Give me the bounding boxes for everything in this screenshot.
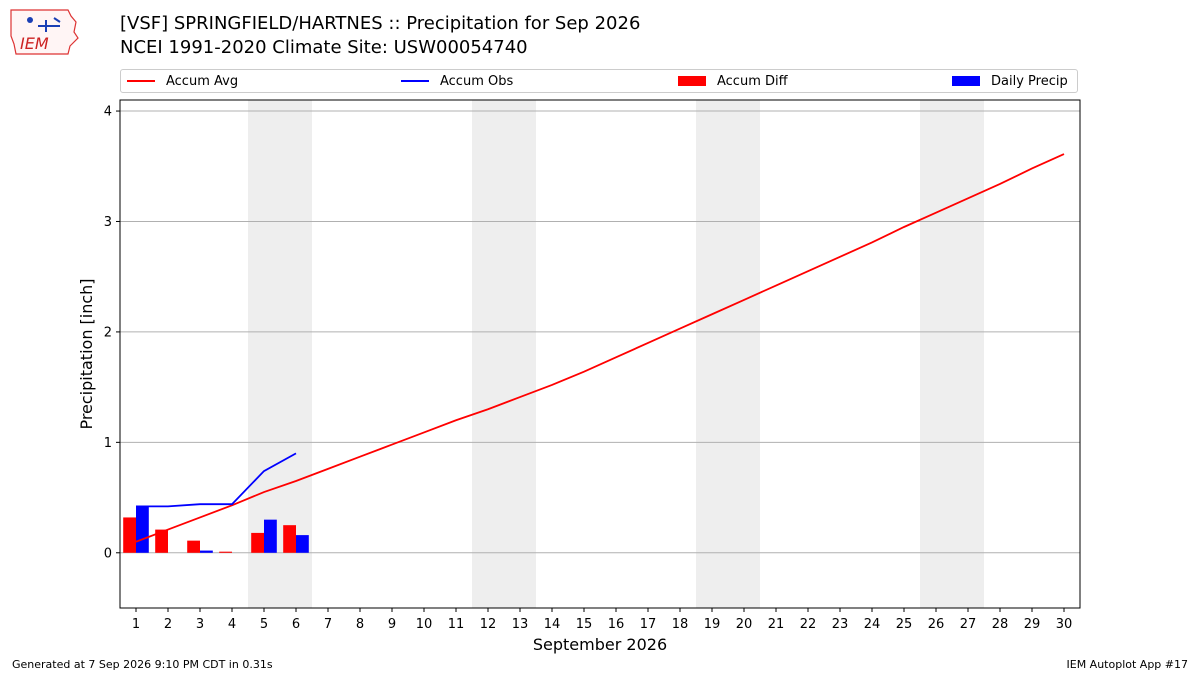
y-tick-label-1: 1 — [104, 436, 112, 451]
weekend-band-4 — [920, 100, 984, 608]
accum-diff-bar-4 — [219, 551, 232, 553]
x-tick-label-13: 13 — [512, 617, 529, 632]
x-tick-label-7: 7 — [324, 617, 332, 632]
x-tick-label-15: 15 — [576, 617, 593, 632]
x-axis-ticks: 1 2 3 4 5 6 7 8 9 10 11 12 13 14 15 16 17 18 19 20 21 22 23 24 2… — [132, 608, 1072, 632]
x-tick-label-10: 10 — [416, 617, 433, 632]
accum-diff-bar-6 — [283, 525, 296, 553]
legend-item-daily-precip: Daily Precip — [952, 70, 1068, 92]
accum-diff-bar-2 — [155, 529, 168, 553]
accum-avg-line — [135, 153, 1065, 543]
x-tick-label-29: 29 — [1024, 617, 1041, 632]
legend: Accum Avg Accum Obs Accum Diff Daily Pre… — [120, 69, 1078, 93]
x-tick-label-26: 26 — [928, 617, 945, 632]
daily-precip-bar-6 — [296, 535, 309, 553]
y-axis-ticks: 0 1 2 3 4 — [104, 105, 120, 561]
x-tick-label-18: 18 — [672, 617, 689, 632]
legend-label-daily-precip: Daily Precip — [991, 73, 1068, 89]
legend-label-accum-avg: Accum Avg — [166, 73, 239, 89]
daily-precip-bar-1 — [136, 506, 149, 553]
x-tick-label-22: 22 — [800, 617, 817, 632]
logo-text: IEM — [20, 34, 49, 53]
y-tick-label-3: 3 — [104, 215, 112, 230]
x-tick-label-1: 1 — [132, 617, 140, 632]
chart-subtitle: NCEI 1991-2020 Climate Site: USW00054740 — [120, 37, 528, 58]
weekend-band-1 — [248, 100, 312, 608]
legend-swatch-accum-obs — [401, 80, 429, 82]
legend-item-accum-diff: Accum Diff — [678, 70, 788, 92]
accum-diff-bar-5 — [251, 532, 264, 553]
x-tick-label-3: 3 — [196, 617, 204, 632]
lines-layer — [135, 153, 1065, 543]
x-tick-label-25: 25 — [896, 617, 913, 632]
legend-swatch-accum-diff — [678, 76, 706, 86]
iem-logo: IEM — [10, 9, 79, 55]
x-tick-label-14: 14 — [544, 617, 561, 632]
x-tick-label-8: 8 — [356, 617, 364, 632]
y-axis-label: Precipitation [inch] — [77, 278, 96, 429]
weekend-bands — [248, 100, 984, 608]
legend-swatch-accum-avg — [127, 80, 155, 82]
legend-item-accum-obs: Accum Obs — [401, 70, 513, 92]
x-tick-label-12: 12 — [480, 617, 497, 632]
weekend-band-2 — [472, 100, 536, 608]
legend-label-accum-diff: Accum Diff — [717, 73, 788, 89]
legend-swatch-daily-precip — [952, 76, 980, 86]
x-tick-label-5: 5 — [260, 617, 268, 632]
chart-title: [VSF] SPRINGFIELD/HARTNES :: Precipitati… — [120, 13, 641, 34]
x-tick-label-11: 11 — [448, 617, 465, 632]
accum-diff-bar-3 — [187, 540, 200, 553]
y-tick-label-0: 0 — [104, 546, 112, 561]
x-axis-label: September 2026 — [533, 635, 667, 654]
daily-precip-bar-3 — [200, 550, 213, 553]
x-tick-label-4: 4 — [228, 617, 236, 632]
accum-diff-bar-1 — [123, 517, 136, 553]
daily-precip-bar-5 — [264, 519, 277, 553]
x-tick-label-20: 20 — [736, 617, 753, 632]
weekend-band-3 — [696, 100, 760, 608]
x-tick-label-28: 28 — [992, 617, 1009, 632]
x-tick-label-23: 23 — [832, 617, 849, 632]
legend-label-accum-obs: Accum Obs — [440, 73, 514, 89]
x-tick-label-17: 17 — [640, 617, 657, 632]
accum-obs-line — [136, 452, 297, 508]
generated-timestamp: Generated at 7 Sep 2026 9:10 PM CDT in 0… — [12, 658, 273, 671]
x-tick-label-30: 30 — [1056, 617, 1073, 632]
legend-item-accum-avg: Accum Avg — [127, 70, 238, 92]
x-tick-label-9: 9 — [388, 617, 396, 632]
x-tick-label-27: 27 — [960, 617, 977, 632]
grid-lines — [120, 110, 1080, 554]
x-tick-label-16: 16 — [608, 617, 625, 632]
app-credit: IEM Autoplot App #17 — [1066, 658, 1189, 671]
plot-frame — [119, 99, 1081, 609]
y-tick-label-4: 4 — [104, 105, 112, 120]
x-tick-label-2: 2 — [164, 617, 172, 632]
y-tick-label-2: 2 — [104, 325, 112, 340]
x-tick-label-24: 24 — [864, 617, 881, 632]
x-tick-label-19: 19 — [704, 617, 721, 632]
x-tick-label-6: 6 — [292, 617, 300, 632]
x-tick-label-21: 21 — [768, 617, 785, 632]
